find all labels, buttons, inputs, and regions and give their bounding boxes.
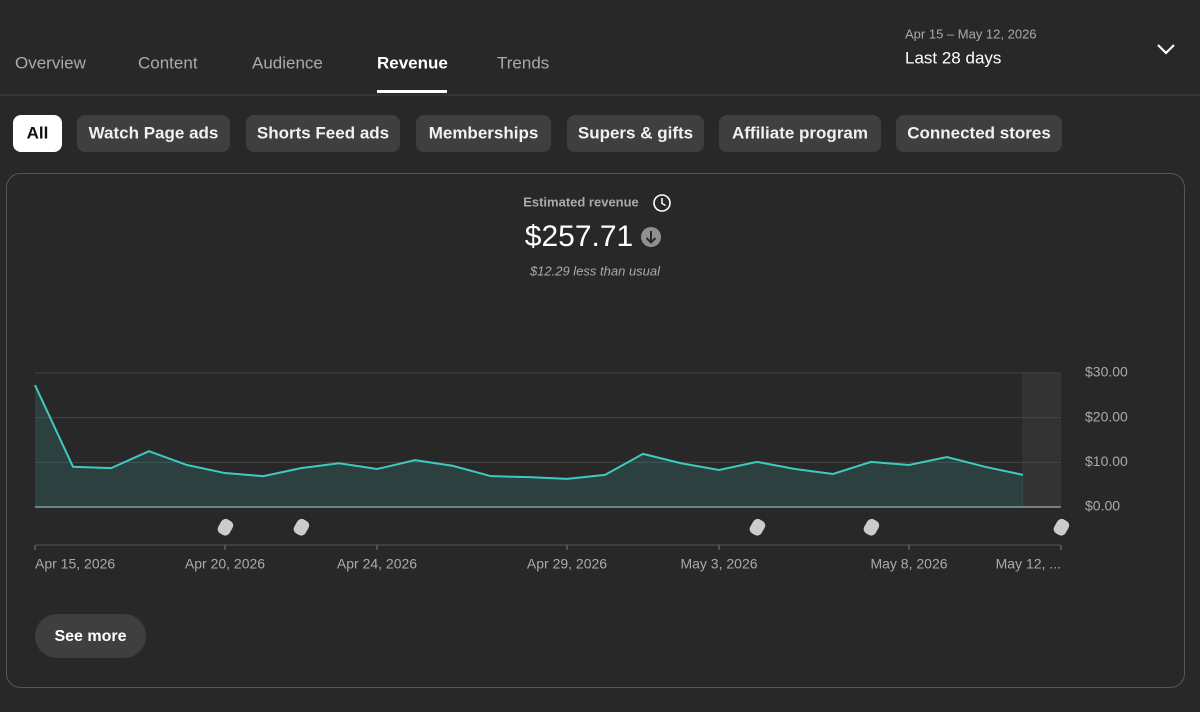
chip-bar: All Watch Page ads Shorts Feed ads Membersh… [13, 115, 1062, 152]
x-tick-label: Apr 24, 2026 [337, 556, 417, 572]
chip-label[interactable]: All [27, 123, 49, 142]
chip[interactable] [13, 115, 62, 152]
see-more-label[interactable]: See more [54, 628, 126, 645]
metric-total: $257.71 [525, 220, 633, 253]
shorts-icon[interactable] [216, 517, 235, 537]
chip[interactable] [896, 115, 1062, 152]
tab[interactable]: Content [138, 53, 198, 72]
x-tick-label: May 3, 2026 [680, 556, 757, 572]
chip-label[interactable]: Connected stores [907, 123, 1051, 142]
shorts-icon[interactable] [862, 517, 881, 537]
chip-label[interactable]: Shorts Feed ads [257, 123, 389, 142]
y-tick-label: $30.00 [1085, 364, 1128, 380]
date-range: Apr 15 – May 12, 2026 [905, 26, 1037, 41]
clock-hands [661, 198, 666, 207]
partial-day-shade [1022, 373, 1061, 507]
shorts-icon[interactable] [292, 517, 311, 537]
see-more-button[interactable] [35, 614, 146, 658]
chip[interactable] [567, 115, 704, 152]
x-tick-label: Apr 20, 2026 [185, 556, 265, 572]
chip[interactable] [246, 115, 400, 152]
y-tick-label: $0.00 [1085, 498, 1120, 514]
comparison: $12.29 less than usual [529, 263, 661, 278]
x-tick-label: Apr 15, 2026 [35, 556, 115, 572]
down-arrow [645, 231, 657, 244]
y-tick-label: $10.00 [1085, 453, 1128, 469]
clock-icon[interactable] [653, 194, 671, 212]
chip[interactable] [719, 115, 881, 152]
shorts-icon[interactable] [1052, 517, 1071, 537]
chip-label[interactable]: Memberships [429, 123, 539, 142]
chart: $0.00 $10.00 $20.00 $30.00 Apr 15, 2026 Apr 2… [34, 364, 1128, 572]
card [6, 173, 1185, 688]
x-tick-label: Apr 29, 2026 [527, 556, 607, 572]
chip[interactable] [77, 115, 230, 152]
tab[interactable]: Trends [497, 53, 549, 72]
metric-label: Estimated revenue [523, 194, 639, 209]
tab[interactable]: Overview [15, 53, 87, 72]
y-tick-label: $20.00 [1085, 408, 1128, 424]
x-tick-label: May 12, ... [996, 556, 1061, 572]
chip[interactable] [416, 115, 551, 152]
chip-label[interactable]: Watch Page ads [89, 123, 219, 142]
date-label[interactable]: Last 28 days [905, 48, 1001, 67]
chip-label[interactable]: Supers & gifts [578, 123, 693, 142]
line [34, 384, 1024, 480]
tab-bar: Overview Content Audience Revenue Trends [15, 53, 549, 72]
tab-underline [377, 90, 447, 93]
tab[interactable]: Revenue [377, 53, 448, 72]
chip-label[interactable]: Affiliate program [732, 123, 868, 142]
shorts-markers [216, 517, 1071, 537]
tab[interactable]: Audience [252, 53, 323, 72]
shorts-icon[interactable] [748, 517, 767, 537]
x-tick-label: May 8, 2026 [870, 556, 947, 572]
dropdown-chevron[interactable] [1157, 44, 1175, 55]
area [35, 385, 1023, 507]
